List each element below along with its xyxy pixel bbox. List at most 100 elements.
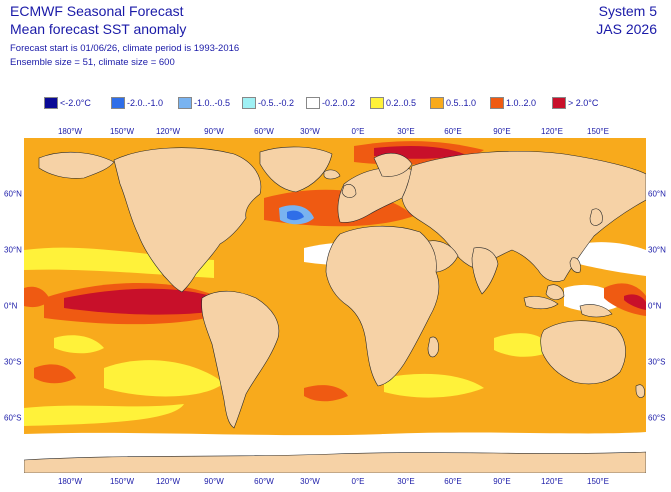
lon-label-bottom: 60°E (444, 477, 462, 486)
lon-label-bottom: 90°W (204, 477, 224, 486)
lat-label-left: 60°S (4, 413, 22, 423)
lon-label-top: 60°W (254, 127, 274, 136)
anomaly-patch (24, 286, 50, 308)
sst-anomaly-map (24, 138, 646, 473)
map-title: ECMWF Seasonal Forecast (10, 3, 184, 19)
legend-swatch (178, 97, 192, 109)
legend-label: 1.0..2.0 (506, 98, 537, 108)
lon-label-top: 120°W (155, 127, 181, 136)
lon-label-top: 180°W (57, 127, 83, 136)
legend-label: <-2.0°C (60, 98, 91, 108)
lon-label-top: 60°E (444, 127, 462, 136)
continents (24, 146, 646, 473)
lon-label-top: 150°E (587, 127, 609, 136)
landmass-new-guinea (579, 304, 613, 318)
landmass-australia (540, 320, 626, 385)
legend-swatch (490, 97, 504, 109)
landmass-antarctica (24, 451, 646, 473)
legend-item: 1.0..2.0 (490, 96, 536, 110)
lon-label-bottom: 120°W (155, 477, 181, 486)
legend-label: -1.0..-0.5 (194, 98, 231, 108)
lon-label-bottom: 120°E (541, 477, 563, 486)
landmass-philippines (569, 257, 581, 273)
lat-label-right: 60°N (648, 189, 666, 199)
landmass-madagascar (427, 336, 439, 358)
lat-label-right: 0°N (648, 301, 662, 311)
anomaly-patch (287, 210, 304, 221)
lon-label-top: 30°E (397, 127, 415, 136)
lat-label-left: 30°N (4, 245, 22, 255)
legend-item: -0.2..0.2 (306, 96, 355, 110)
lon-label-top: 30°W (300, 127, 320, 136)
anomaly-patch (384, 373, 484, 398)
anomaly-patch (64, 288, 236, 315)
legend-label: -0.2..0.2 (322, 98, 356, 108)
landmass-greenland (259, 146, 333, 193)
legend-swatch (111, 97, 125, 109)
landmass-new-zealand (635, 384, 645, 398)
season-label: JAS 2026 (596, 21, 657, 37)
lat-label-left: 30°S (4, 357, 22, 367)
lon-label-bottom: 150°E (587, 477, 609, 486)
anomaly-patch (494, 333, 554, 357)
landmass-indonesia (523, 296, 559, 310)
landmass-japan (589, 208, 603, 226)
anomaly-patch (104, 360, 224, 397)
landmass-iceland (323, 169, 341, 180)
lon-label-bottom: 180°W (57, 477, 83, 486)
legend-item: 0.2..0.5 (370, 96, 416, 110)
legend-item: -0.5..-0.2 (242, 96, 294, 110)
legend-label: 0.2..0.5 (386, 98, 417, 108)
landmass-asia (401, 151, 646, 282)
legend-swatch (306, 97, 320, 109)
legend-label: 0.5..1.0 (446, 98, 477, 108)
map-subtitle: Mean forecast SST anomaly (10, 21, 187, 37)
system-label: System 5 (598, 3, 657, 19)
legend-swatch (44, 97, 58, 109)
legend-item: -1.0..-0.5 (178, 96, 230, 110)
legend-label: > 2.0°C (568, 98, 599, 108)
lon-label-bottom: 0°E (351, 477, 365, 486)
legend-item: -2.0..-1.0 (111, 96, 163, 110)
anomaly-patch (564, 242, 646, 276)
forecast-info: Forecast start is 01/06/26, climate peri… (10, 43, 240, 54)
legend-swatch (370, 97, 384, 109)
lon-label-bottom: 60°W (254, 477, 274, 486)
lat-label-left: 60°N (4, 189, 22, 199)
lat-label-right: 60°S (648, 413, 666, 423)
lat-label-right: 30°N (648, 245, 666, 255)
legend-item: > 2.0°C (552, 96, 598, 110)
landmass-alaska (38, 151, 115, 179)
legend-label: -0.5..-0.2 (258, 98, 295, 108)
legend-item: 0.5..1.0 (430, 96, 476, 110)
lon-label-top: 90°E (493, 127, 511, 136)
landmass-africa (325, 225, 440, 387)
anomaly-patch (54, 335, 104, 354)
anomaly-patch (34, 364, 76, 384)
lat-label-right: 30°S (648, 357, 666, 367)
landmass-borneo (545, 284, 565, 300)
landmass-india (471, 247, 499, 295)
lon-label-top: 90°W (204, 127, 224, 136)
landmass-north-america (113, 147, 262, 293)
legend-item: <-2.0°C (44, 96, 91, 110)
anomaly-patch (304, 385, 348, 402)
ensemble-info: Ensemble size = 51, climate size = 600 (10, 57, 175, 68)
lat-label-left: 0°N (4, 301, 18, 311)
lon-label-bottom: 150°W (109, 477, 135, 486)
legend-label: -2.0..-1.0 (127, 98, 164, 108)
lon-label-top: 0°E (351, 127, 365, 136)
lon-label-top: 120°E (541, 127, 563, 136)
landmass-south-america (201, 290, 280, 429)
legend-swatch (242, 97, 256, 109)
landmass-uk (341, 184, 357, 198)
anomaly-patch (624, 294, 646, 310)
lon-label-bottom: 30°W (300, 477, 320, 486)
lon-label-bottom: 90°E (493, 477, 511, 486)
lon-label-bottom: 30°E (397, 477, 415, 486)
legend-swatch (552, 97, 566, 109)
anomaly-patch (24, 404, 184, 426)
landmass-scandinavia (373, 152, 413, 177)
lon-label-top: 150°W (109, 127, 135, 136)
legend-swatch (430, 97, 444, 109)
